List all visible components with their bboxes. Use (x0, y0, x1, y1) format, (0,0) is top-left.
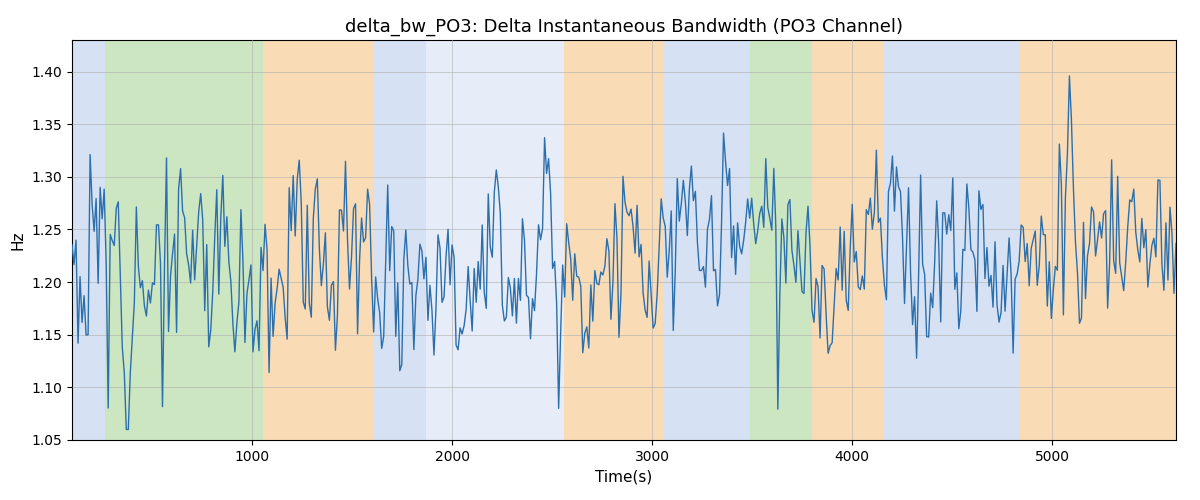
Bar (374, 40, 426, 440)
Bar (426, 40, 564, 440)
Bar (263, 40, 374, 440)
Bar (750, 40, 812, 440)
Bar (1020, 40, 1176, 440)
Bar (564, 40, 664, 440)
Bar (106, 40, 263, 440)
Y-axis label: Hz: Hz (11, 230, 26, 250)
Bar (884, 40, 1020, 440)
Bar (812, 40, 884, 440)
Title: delta_bw_PO3: Delta Instantaneous Bandwidth (PO3 Channel): delta_bw_PO3: Delta Instantaneous Bandwi… (346, 18, 904, 36)
Bar (664, 40, 750, 440)
X-axis label: Time(s): Time(s) (595, 470, 653, 484)
Bar (72, 40, 106, 440)
